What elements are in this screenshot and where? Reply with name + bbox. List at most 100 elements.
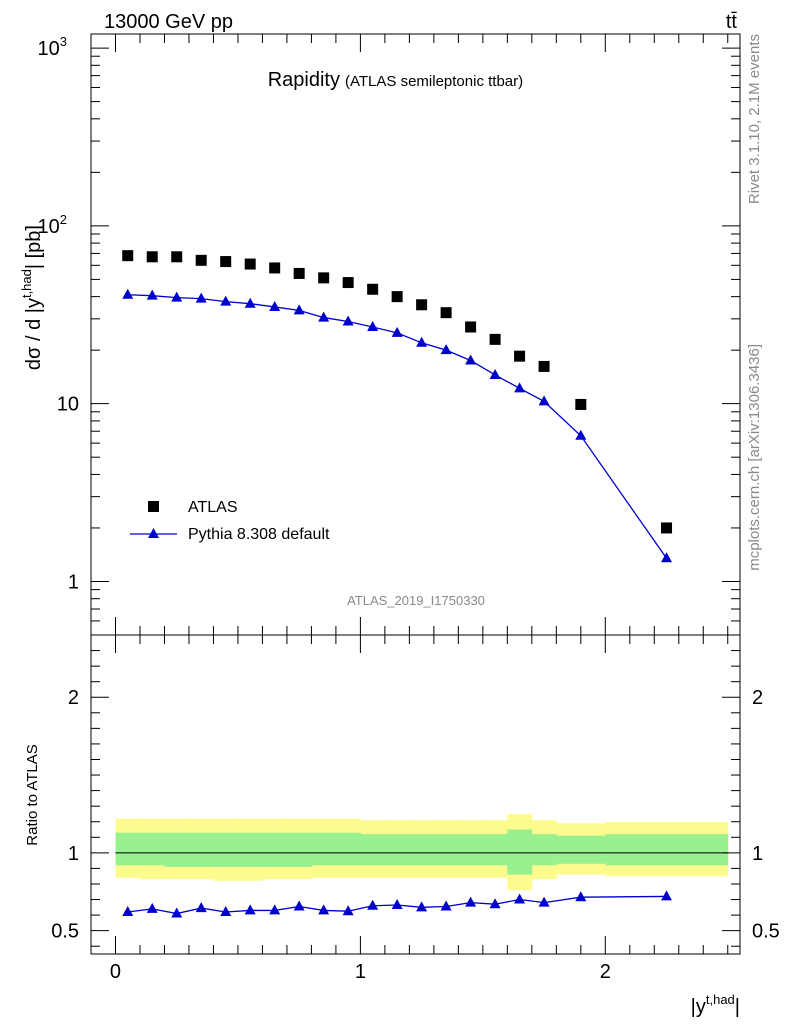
ratio-y-tick-label-right: 1: [752, 843, 763, 865]
atlas-data-point: [367, 283, 379, 295]
x-tick-label: 2: [600, 961, 611, 983]
ratio-pythia-point: [220, 905, 232, 916]
ratio-y-tick-label-right: 0.5: [752, 921, 780, 943]
ratio-pythia-point: [367, 899, 379, 910]
uncertainty-band-inner: [409, 834, 435, 866]
uncertainty-band-inner: [115, 832, 141, 866]
ratio-y-tick-label-right: 2: [752, 687, 763, 709]
pythia-data-point: [575, 429, 587, 440]
uncertainty-band-inner: [458, 834, 484, 866]
pythia-data-point: [489, 368, 501, 379]
mcplots-label: mcplots.cern.ch [arXiv:1306.3436]: [746, 344, 763, 571]
ratio-pythia-point: [440, 900, 452, 911]
uncertainty-band-inner: [164, 832, 190, 867]
pythia-data-point: [342, 315, 354, 326]
uncertainty-band-inner: [433, 834, 459, 866]
x-axis-label-sup: t,had: [706, 992, 735, 1007]
ratio-plot-content: [115, 813, 729, 918]
x-tick-label: 0: [110, 961, 121, 983]
pythia-data-point: [293, 304, 305, 315]
ratio-pythia-line: [127, 895, 667, 915]
pythia-data-point: [122, 288, 134, 299]
atlas-data-point: [146, 251, 158, 263]
pythia-data-point: [171, 291, 183, 302]
pythia-data-point: [244, 297, 256, 308]
ratio-pythia-point: [661, 890, 673, 901]
atlas-data-point: [195, 254, 207, 266]
pythia-data-point: [514, 382, 526, 393]
y-axis-label-unit: | [pb]: [23, 225, 45, 269]
atlas-data-point: [342, 277, 354, 289]
pythia-data-point: [416, 336, 428, 347]
y-tick-label-base: 10: [38, 38, 60, 60]
ratio-y-tick-label: 0.5: [51, 921, 79, 943]
ratio-y-tick-label: 1: [68, 843, 79, 865]
chart-subtitle: (ATLAS semileptonic ttbar): [345, 73, 523, 90]
pythia-data-point: [440, 344, 452, 355]
uncertainty-band-inner: [311, 832, 337, 866]
y-axis-label: dσ / d |yt,had| [pb]: [19, 225, 45, 370]
uncertainty-band-inner: [482, 834, 508, 866]
x-axis-label-text: |y: [691, 996, 706, 1018]
ratio-pythia-point: [465, 896, 477, 907]
ratio-pythia-point: [489, 898, 501, 909]
pythia-data-point: [318, 311, 330, 322]
x-axis-label-close: |: [735, 996, 740, 1018]
x-tick-label: 1: [355, 961, 366, 983]
y-axis-label-sup: t,had: [19, 269, 34, 298]
atlas-data-point: [318, 272, 330, 284]
energy-label: 13000 GeV pp: [104, 11, 233, 33]
atlas-data-point: [465, 321, 477, 333]
y-axis-label-text: dσ / d |y: [23, 298, 45, 370]
y-tick-label: 1: [68, 571, 79, 593]
pythia-data-point: [661, 552, 673, 563]
atlas-data-point: [416, 299, 428, 311]
ratio-panel: 0 1 2 0.5 0.5 1 1 2 2 Ratio to ATLAS |yt,had|: [24, 634, 780, 1018]
process-label: tt̄: [726, 11, 738, 33]
ratio-pythia-point: [269, 904, 281, 915]
ratio-pythia-point: [146, 902, 158, 913]
ratio-y-axis-label: Ratio to ATLAS: [24, 744, 41, 845]
uncertainty-band-inner: [507, 829, 533, 875]
ratio-pythia-point: [391, 898, 403, 909]
uncertainty-band-inner: [335, 832, 361, 866]
y-tick-label: 10: [57, 394, 79, 416]
uncertainty-band-inner: [139, 832, 165, 866]
ratio-axes: 0 1 2 0.5 0.5 1 1 2 2: [51, 635, 780, 983]
atlas-data-point: [575, 398, 587, 410]
ratio-pythia-point: [514, 893, 526, 904]
y-tick-label: 103: [38, 34, 67, 60]
uncertainty-band-inner: [188, 832, 214, 867]
legend-label-pythia: Pythia 8.308 default: [188, 526, 330, 543]
atlas-data-point: [171, 251, 183, 263]
chart-title: Rapidity: [268, 69, 340, 91]
legend-marker-pythia: [148, 528, 159, 538]
y-tick-label-base: 10: [57, 394, 79, 416]
ratio-pythia-point: [122, 905, 134, 916]
ratio-pythia-point: [244, 904, 256, 915]
pythia-data-point: [269, 300, 281, 311]
ratio-frame: [90, 634, 741, 955]
ratio-pythia-point: [293, 900, 305, 911]
pythia-line: [127, 294, 668, 559]
atlas-data-point: [538, 360, 550, 372]
uncertainty-band-inner: [237, 832, 263, 867]
y-tick-label-exponent: 2: [60, 212, 67, 227]
pythia-data-point: [195, 292, 207, 303]
y-tick-label-base: 10: [38, 216, 60, 238]
atlas-data-point: [440, 307, 452, 319]
pythia-data-point: [391, 326, 403, 337]
y-tick-label-base: 1: [68, 571, 79, 593]
x-axis-label: |yt,had|: [691, 992, 740, 1018]
uncertainty-band-inner: [556, 835, 606, 864]
main-plot-content: [122, 250, 673, 563]
legend-marker-atlas: [148, 501, 159, 512]
ratio-pythia-point: [171, 907, 183, 918]
ratio-pythia-point: [195, 902, 207, 913]
atlas-data-point: [244, 258, 256, 270]
uncertainty-band-inner: [531, 834, 557, 866]
uncertainty-band-inner: [605, 834, 729, 866]
